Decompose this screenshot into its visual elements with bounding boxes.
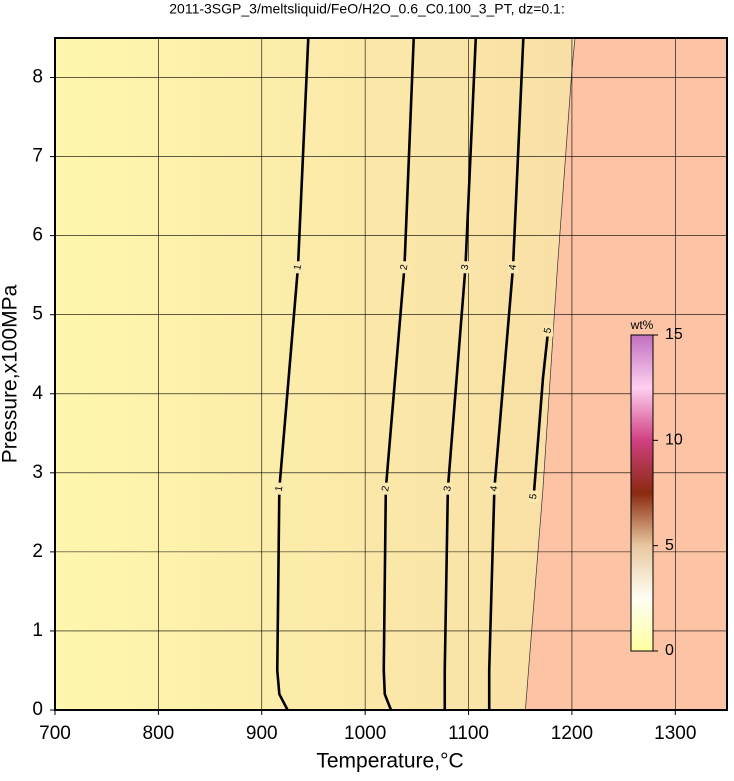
contour-label-bg — [507, 261, 518, 274]
y-tick-label: 2 — [32, 541, 43, 562]
x-tick-label: 1200 — [551, 723, 593, 744]
contour-label-bg — [489, 482, 500, 495]
colorbar-label: wt% — [630, 318, 654, 332]
chart-title: 2011-3SGP_3/meltsliquid/FeO/H2O_0.6_C0.1… — [169, 1, 564, 17]
contour-label: 2 — [380, 485, 392, 493]
colorbar-tick-label: 0 — [665, 642, 674, 659]
x-tick-label: 1000 — [344, 723, 386, 744]
contour-label-bg — [380, 482, 391, 495]
colorbar — [630, 334, 654, 652]
contour-label: 5 — [528, 492, 540, 500]
contour-label: 3 — [460, 263, 472, 271]
y-tick-label: 5 — [32, 304, 43, 325]
y-tick-label: 6 — [32, 225, 43, 246]
y-tick-label: 7 — [32, 146, 43, 167]
x-tick-label: 800 — [143, 723, 175, 744]
y-axis-label: Pressure,x100MPa — [0, 284, 22, 463]
contour-label-bg — [442, 482, 453, 495]
contour-label: 1 — [274, 485, 286, 493]
contour-label-bg — [543, 324, 554, 337]
y-tick-label: 0 — [32, 699, 43, 720]
contour-label: 2 — [399, 263, 411, 271]
contour-label: 3 — [442, 485, 454, 493]
colorbar-tick-label: 15 — [665, 326, 683, 343]
y-tick-label: 4 — [32, 383, 43, 404]
x-tick-label: 700 — [39, 723, 71, 744]
contour-label: 5 — [542, 326, 554, 334]
contour-label-bg — [399, 261, 410, 274]
contour-label: 4 — [507, 263, 519, 271]
contour-line — [382, 37, 416, 711]
region-boundary — [525, 37, 576, 711]
colorbar-tick-label: 10 — [665, 432, 683, 449]
x-tick-label: 1100 — [448, 723, 489, 744]
contour-line — [275, 37, 310, 711]
contour-label-bg — [274, 482, 285, 495]
colorbar-tick-label: 5 — [665, 537, 674, 554]
y-tick-label: 8 — [32, 67, 43, 88]
contour-label-bg — [528, 490, 539, 503]
plot-frame — [54, 37, 728, 711]
x-tick-label: 1300 — [654, 723, 696, 744]
y-tick-label: 1 — [32, 620, 43, 641]
contour-label: 1 — [292, 263, 304, 271]
contour-label-bg — [460, 261, 471, 274]
y-tick-label: 3 — [32, 462, 43, 483]
x-tick-label: 900 — [246, 723, 278, 744]
contour-label-bg — [292, 261, 303, 274]
saturated-region — [525, 38, 727, 710]
contour-label: 4 — [489, 485, 501, 493]
contour-line — [532, 330, 550, 497]
x-axis-label: Temperature,°C — [316, 750, 463, 773]
